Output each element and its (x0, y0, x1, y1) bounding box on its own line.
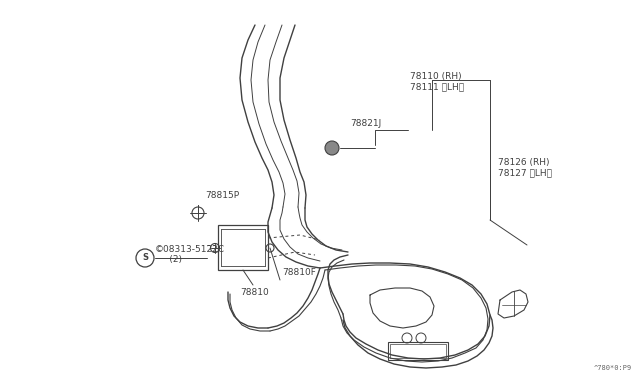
Circle shape (325, 141, 339, 155)
Text: 78110 (RH)
78111 （LH）: 78110 (RH) 78111 （LH） (410, 72, 464, 92)
Text: 78815P: 78815P (205, 191, 239, 200)
Text: ^780*0:P9: ^780*0:P9 (594, 365, 632, 371)
Text: S: S (142, 253, 148, 263)
Text: 78821J: 78821J (350, 119, 381, 128)
Text: 78810F: 78810F (282, 268, 316, 277)
Text: 78810: 78810 (240, 288, 269, 297)
Text: ©08313-5122C
     (2): ©08313-5122C (2) (155, 245, 225, 264)
Text: 78126 (RH)
78127 （LH）: 78126 (RH) 78127 （LH） (498, 158, 552, 177)
